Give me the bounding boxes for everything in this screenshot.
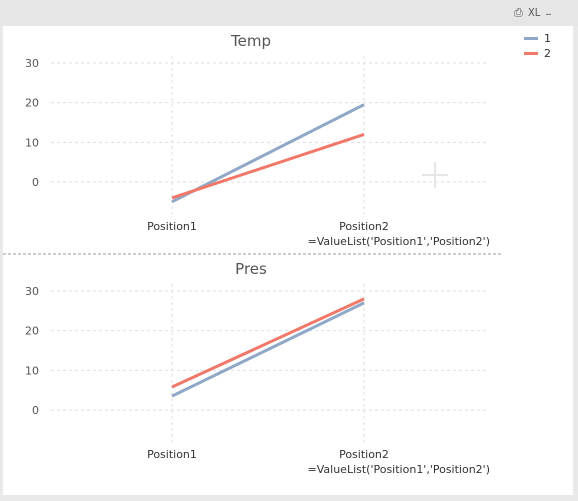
pres-y-tick-label: 20 <box>25 325 39 338</box>
legend-label-2: 2 <box>544 47 551 60</box>
pres-series-line-2 <box>171 297 365 389</box>
pres-x-tick-label: Position1 <box>147 448 197 461</box>
temp-series-line-1 <box>171 103 365 204</box>
legend-label-1: 1 <box>544 32 551 45</box>
temp-y-tick-label: 10 <box>25 136 39 149</box>
temp-chart-title: Temp <box>230 32 271 50</box>
line-charts: Temp 0 10 20 30 Position1 Position2 =ValueList(… <box>3 32 501 476</box>
pres-x-axis-label: =ValueList('Position1','Position2') <box>308 463 490 476</box>
chart-area: Temp 0 10 20 30 Position1 Position2 =ValueList(… <box>3 26 573 495</box>
temp-y-tick-label: 30 <box>25 57 39 70</box>
legend-swatch-1 <box>524 36 538 40</box>
minimize-button[interactable]: _ <box>546 2 551 15</box>
temp-x-tick-label: Position2 <box>339 220 389 233</box>
pres-chart-title: Pres <box>235 260 267 278</box>
pres-y-tick-label: 30 <box>25 285 39 298</box>
print-icon[interactable]: ⎙ <box>514 6 523 19</box>
legend-swatch-2 <box>524 51 538 55</box>
export-excel-button[interactable]: XL <box>528 6 541 19</box>
chart-toolbar: ⎙ XL _ <box>0 0 578 26</box>
legend-item-1[interactable]: 1 <box>524 32 551 46</box>
pres-x-tick-label: Position2 <box>339 448 389 461</box>
temp-y-tick-label: 0 <box>32 176 39 189</box>
temp-x-axis-label: =ValueList('Position1','Position2') <box>308 235 490 248</box>
temp-x-tick-label: Position1 <box>147 220 197 233</box>
pres-series-line-1 <box>171 301 365 398</box>
temp-y-tick-label: 20 <box>25 97 39 110</box>
pres-y-tick-label: 10 <box>25 364 39 377</box>
pres-y-tick-label: 0 <box>32 404 39 417</box>
legend-item-2[interactable]: 2 <box>524 47 551 61</box>
temp-series-line-2 <box>171 132 365 200</box>
